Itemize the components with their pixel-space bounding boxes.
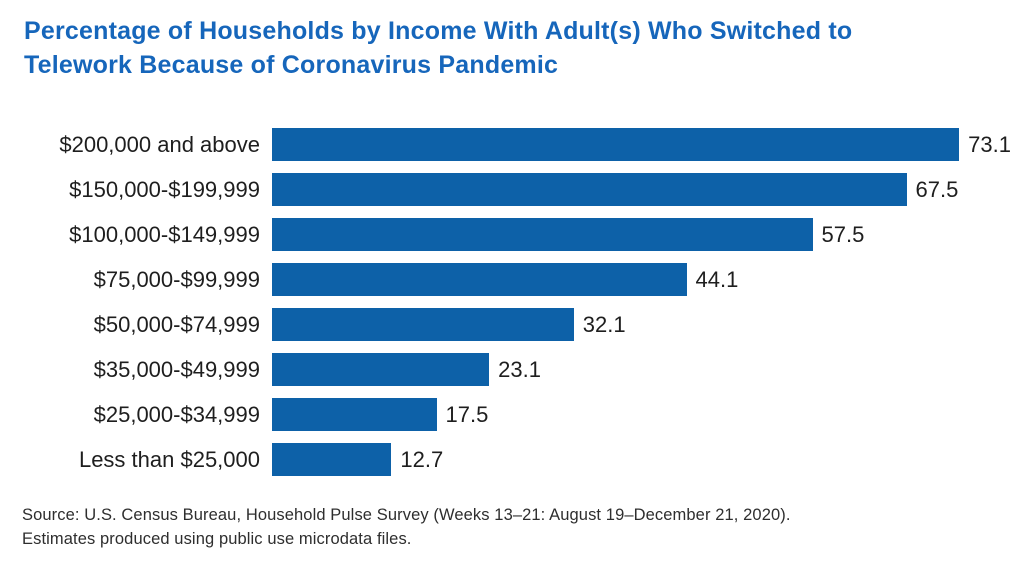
bar-track: 73.1 bbox=[272, 122, 1024, 167]
chart-title-line1: Percentage of Households by Income With … bbox=[24, 17, 853, 45]
bar-row: $50,000-$74,999 32.1 bbox=[24, 302, 1024, 347]
value-label: 17.5 bbox=[445, 401, 489, 427]
bar-row: $35,000-$49,999 23.1 bbox=[24, 347, 1024, 392]
category-label: $35,000-$49,999 bbox=[93, 356, 260, 382]
category-label: $200,000 and above bbox=[59, 131, 260, 157]
bar-track: 32.1 bbox=[272, 302, 1024, 347]
chart-title-line2: Telework Because of Coronavirus Pandemic bbox=[24, 51, 559, 79]
bar bbox=[272, 398, 437, 431]
value-label: 23.1 bbox=[498, 356, 541, 382]
value-label: 67.5 bbox=[915, 176, 959, 202]
bar-chart: $200,000 and above 73.1 $150,000-$199,999 6… bbox=[24, 122, 1024, 482]
bar-track: 44.1 bbox=[272, 257, 1024, 302]
bar-row: $100,000-$149,999 57.5 bbox=[24, 212, 1024, 257]
bar bbox=[272, 308, 574, 341]
bar-row: $150,000-$199,999 67.5 bbox=[24, 167, 1024, 212]
source-note-line1: Source: U.S. Census Bureau, Household Pu… bbox=[22, 506, 791, 524]
bar-track: 67.5 bbox=[272, 167, 1024, 212]
bar-track: 17.5 bbox=[272, 392, 1024, 437]
category-label: Less than $25,000 bbox=[78, 446, 260, 472]
chart-title: Percentage of Households by Income With … bbox=[24, 14, 1024, 82]
value-label: 12.7 bbox=[400, 446, 444, 472]
bar bbox=[272, 128, 960, 161]
value-label: 44.1 bbox=[695, 266, 739, 292]
bar bbox=[272, 353, 490, 386]
category-label: $25,000-$34,999 bbox=[93, 401, 260, 427]
bar-row: $25,000-$34,999 17.5 bbox=[24, 392, 1024, 437]
bar-row: Less than $25,000 12.7 bbox=[24, 437, 1024, 482]
bar-row: $200,000 and above 73.1 bbox=[24, 122, 1024, 167]
bar-track: 23.1 bbox=[272, 347, 1024, 392]
source-note: Source: U.S. Census Bureau, Household Pu… bbox=[22, 503, 791, 551]
bar-track: 57.5 bbox=[272, 212, 1024, 257]
category-label: $75,000-$99,999 bbox=[93, 266, 260, 292]
bar-track: 12.7 bbox=[272, 437, 1024, 482]
category-label: $100,000-$149,999 bbox=[69, 221, 260, 247]
value-label: 73.1 bbox=[968, 131, 1011, 157]
value-label: 32.1 bbox=[582, 311, 626, 337]
category-label: $150,000-$199,999 bbox=[69, 176, 260, 202]
bar bbox=[272, 218, 813, 251]
source-note-line2: Estimates produced using public use micr… bbox=[22, 530, 412, 548]
category-label: $50,000-$74,999 bbox=[93, 311, 260, 337]
bar-row: $75,000-$99,999 44.1 bbox=[24, 257, 1024, 302]
bar bbox=[272, 443, 392, 476]
bar bbox=[272, 173, 907, 206]
bar bbox=[272, 263, 687, 296]
value-label: 57.5 bbox=[821, 221, 865, 247]
